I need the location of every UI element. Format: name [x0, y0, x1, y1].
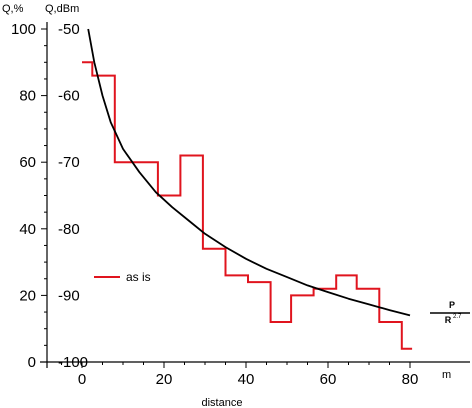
y-tick-label-left: 100: [11, 21, 36, 38]
y-tick-label-left: 20: [19, 287, 36, 304]
series-line-formula: [87, 28, 411, 317]
y-tick-label-right: -80: [58, 221, 80, 238]
y-tick-label-right: -70: [58, 154, 80, 171]
y-tick-label-left: 60: [19, 154, 36, 171]
y-tick-label-left: 0: [28, 354, 36, 371]
y-tick-label-left: 80: [19, 88, 36, 105]
x-axis-title: distance: [202, 397, 243, 408]
x-tick-label: 0: [78, 371, 86, 388]
x-tick-label: 60: [320, 371, 337, 388]
formula-denominator: R: [445, 315, 452, 325]
legend: as is: [94, 270, 151, 284]
x-axis-unit: m: [442, 369, 451, 381]
y-axis-title-right: Q,dBm: [45, 3, 79, 15]
formula-exponent: 2.7: [453, 314, 462, 320]
formula-label: P R 2.7: [430, 300, 470, 325]
y-tick-label-right: -50: [58, 21, 80, 38]
y-tick-label-right: -90: [58, 287, 80, 304]
x-tick-label: 40: [238, 371, 255, 388]
y-axis-title-left: Q,%: [2, 3, 24, 15]
y-tick-label-left: 40: [19, 221, 36, 238]
x-tick-label: 20: [156, 371, 173, 388]
legend-label-as-is: as is: [126, 270, 151, 284]
y-tick-label-right: -60: [58, 88, 80, 105]
series-layer: [82, 28, 413, 350]
y-tick-label-right: -100: [58, 354, 88, 371]
ticks: [41, 28, 411, 368]
x-tick-label: 80: [402, 371, 419, 388]
series-line-as-is: [82, 61, 413, 350]
formula-numerator: P: [449, 300, 455, 310]
